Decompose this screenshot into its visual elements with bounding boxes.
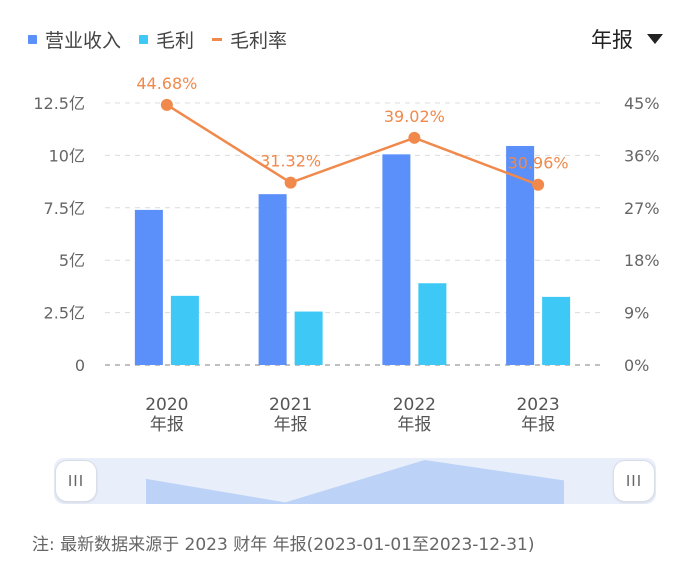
- gross-margin-data-label: 44.68%: [136, 74, 197, 93]
- legend-label-revenue: 营业收入: [45, 30, 122, 52]
- y-right-tick-label: 9%: [624, 304, 649, 323]
- y-left-tick-label: 12.5亿: [33, 94, 85, 113]
- zoom-slider-preview: [146, 460, 564, 504]
- revenue-bar: [134, 209, 163, 365]
- slider-left-handle[interactable]: III: [55, 460, 97, 502]
- y-left-tick-label: 10亿: [49, 146, 85, 165]
- chart-legend: 营业收入 毛利 毛利率: [28, 26, 287, 53]
- y-right-tick-label: 27%: [624, 199, 660, 218]
- y-left-tick-label: 2.5亿: [44, 304, 85, 323]
- legend-item-gross-margin[interactable]: 毛利率: [212, 26, 287, 53]
- x-tick-label: 年报: [521, 415, 555, 435]
- y-right-tick-label: 45%: [624, 94, 660, 113]
- x-tick-label: 年报: [150, 415, 184, 435]
- y-right-tick-label: 0%: [624, 356, 649, 375]
- legend-item-gross-profit[interactable]: 毛利: [139, 26, 194, 53]
- x-tick-label: 年报: [397, 415, 431, 435]
- y-right-tick-label: 36%: [624, 146, 660, 165]
- slider-right-handle[interactable]: III: [613, 460, 655, 502]
- zoom-slider[interactable]: III III: [54, 458, 656, 504]
- y-left-tick-label: 7.5亿: [44, 199, 85, 218]
- gross-profit-swatch: [139, 35, 149, 44]
- gross-margin-point: [532, 178, 545, 191]
- gross-profit-bar: [170, 295, 199, 365]
- gross-profit-bar: [418, 283, 447, 365]
- legend-label-gross-profit: 毛利: [156, 30, 195, 52]
- y-right-tick-label: 18%: [624, 251, 660, 270]
- x-tick-label: 2023: [516, 395, 559, 415]
- revenue-bar: [258, 194, 287, 365]
- gross-margin-line: [166, 103, 539, 186]
- x-tick-label: 年报: [274, 415, 308, 435]
- gross-margin-point: [160, 98, 173, 111]
- x-tick-label: 2020: [145, 395, 188, 415]
- period-selector[interactable]: 年报: [591, 24, 663, 54]
- gross-margin-point: [408, 131, 421, 144]
- legend-item-revenue[interactable]: 营业收入: [28, 26, 121, 53]
- gross-margin-data-label: 30.96%: [508, 154, 569, 173]
- y-left-tick-label: 5亿: [59, 251, 85, 270]
- x-tick-label: 2021: [269, 395, 312, 415]
- revenue-bar: [382, 154, 411, 365]
- chart-canvas: 0 0%2.5亿 9%5亿 18%7.5亿 27%10亿 36%12.5亿 45%2020年…: [33, 74, 660, 435]
- legend-label-gross-margin: 毛利率: [230, 30, 288, 52]
- period-selector-label: 年报: [591, 28, 633, 52]
- gross-profit-bar: [294, 311, 323, 365]
- revenue-swatch: [28, 35, 37, 44]
- slider-preview-area: [146, 460, 564, 504]
- caret-down-icon: [647, 34, 663, 44]
- x-tick-label: 2022: [393, 395, 436, 415]
- gross-margin-swatch: [212, 38, 223, 41]
- gross-margin-data-label: 39.02%: [384, 107, 445, 126]
- y-left-tick-label: 0: [75, 356, 85, 375]
- gross-margin-data-label: 31.32%: [260, 152, 321, 171]
- gross-profit-bar: [542, 296, 571, 365]
- gross-margin-point: [284, 176, 297, 189]
- footnote: 注: 最新数据来源于 2023 财年 年报(2023-01-01至2023-12…: [32, 535, 535, 555]
